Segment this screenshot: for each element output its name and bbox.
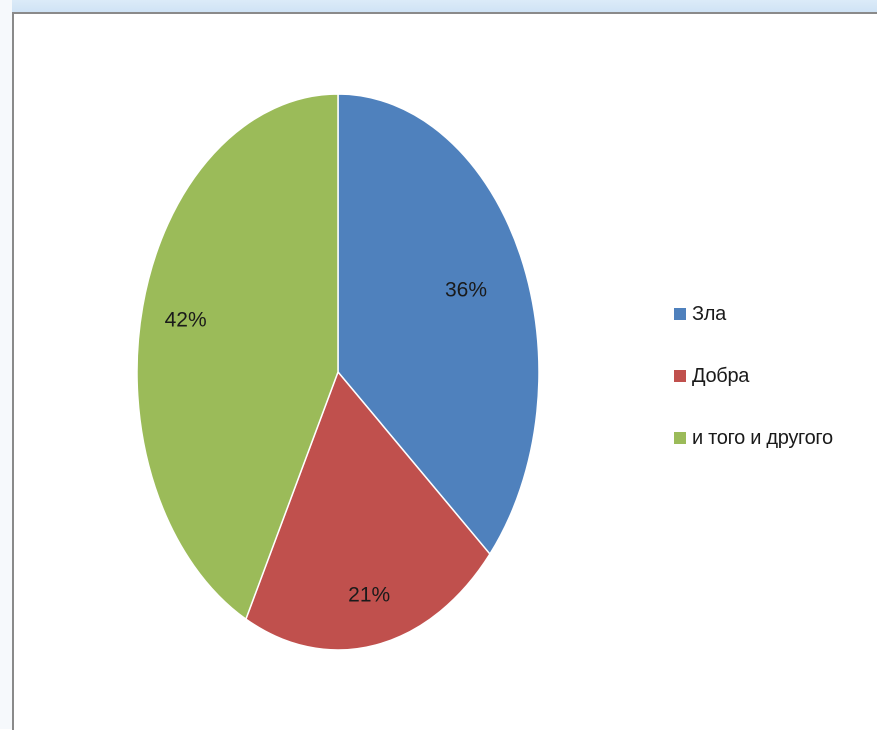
legend-swatch-dobra	[674, 370, 686, 382]
legend-item-dobra: Добра	[674, 364, 833, 387]
window-top-band	[0, 0, 877, 12]
legend-label-dobra: Добра	[692, 364, 750, 387]
legend-swatch-zla	[674, 308, 686, 320]
legend-item-both: и того и другого	[674, 426, 833, 449]
window-left-band	[0, 0, 12, 729]
pie-slice-dobra	[244, 370, 491, 651]
chart-legend: Зла Добра и того и другого	[674, 302, 833, 490]
pie-label-zla: 36%	[445, 279, 487, 302]
legend-label-zla: Зла	[692, 302, 726, 325]
legend-item-zla: Зла	[674, 302, 833, 325]
pie-slice-zla	[337, 93, 540, 556]
chart-area: 36% 21% 42% Зла Добра и того и другого	[12, 12, 877, 730]
legend-swatch-both	[674, 432, 686, 444]
legend-label-both: и того и другого	[692, 426, 833, 449]
pie-label-dobra: 21%	[348, 583, 390, 606]
pie-label-both: 42%	[165, 308, 207, 331]
pie-chart: 36% 21% 42%	[136, 93, 540, 651]
pie-slice-both	[136, 93, 339, 621]
